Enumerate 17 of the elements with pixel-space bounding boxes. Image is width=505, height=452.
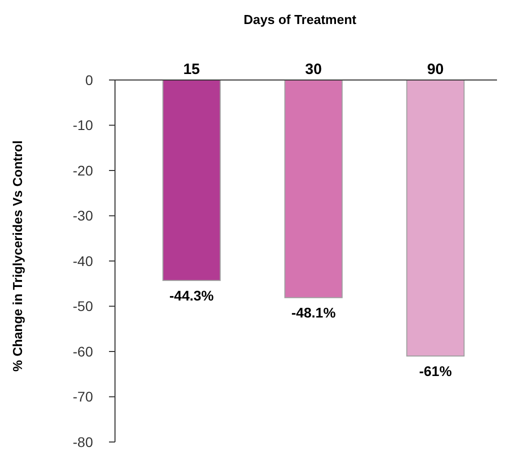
- y-tick-label: -60: [72, 343, 94, 360]
- y-tick-label: -70: [72, 388, 94, 405]
- x-tick-label: 30: [305, 61, 322, 78]
- x-axis-title: Days of Treatment: [244, 12, 358, 27]
- y-tick-label: -50: [72, 298, 94, 314]
- data-label: -44.3%: [169, 287, 214, 304]
- y-tick-label: -80: [72, 434, 94, 450]
- y-tick-label: -30: [72, 208, 94, 224]
- data-label: -48.1%: [291, 304, 336, 321]
- y-tick-label: -20: [72, 162, 94, 178]
- data-label: -61%: [419, 363, 452, 380]
- y-tick-label: -10: [72, 117, 94, 134]
- y-tick-label: 0: [85, 72, 94, 88]
- y-tick-label: -40: [72, 252, 94, 269]
- y-axis-title: % Change in Triglycerides Vs Control: [10, 140, 25, 372]
- x-tick-label: 90: [427, 61, 444, 78]
- x-tick-label: 15: [183, 61, 200, 78]
